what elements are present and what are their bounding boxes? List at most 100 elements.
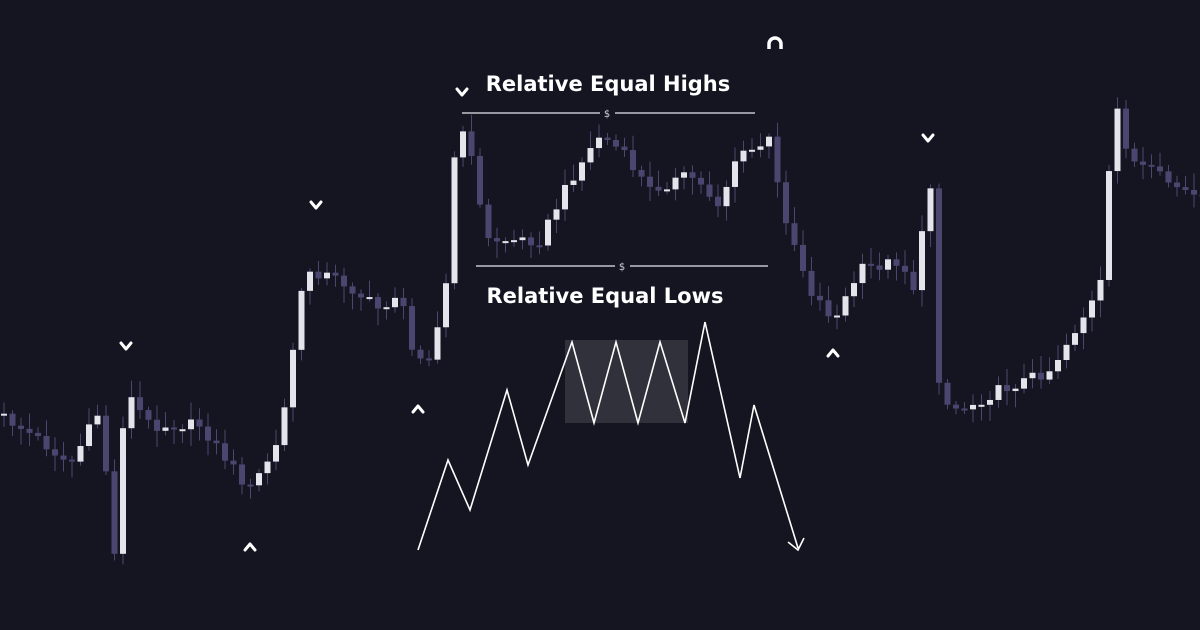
candle-body xyxy=(120,428,126,554)
candle-body xyxy=(43,436,50,450)
candle-body xyxy=(1157,166,1163,172)
candle-body xyxy=(528,237,534,246)
candle-body xyxy=(978,404,985,407)
candle-body xyxy=(477,155,483,205)
candle-body xyxy=(230,460,237,465)
candle-body xyxy=(1004,385,1010,392)
magnet-icon xyxy=(767,36,783,49)
candle-body xyxy=(494,238,500,242)
candle-body xyxy=(383,307,390,310)
swing-low-marker xyxy=(411,404,425,414)
candles xyxy=(1,97,1200,565)
candle-body xyxy=(681,172,687,178)
candle-body xyxy=(1174,182,1180,188)
candle-body xyxy=(553,209,560,220)
candle-body xyxy=(205,426,211,441)
candle-body xyxy=(715,196,721,207)
candle-body xyxy=(1182,187,1189,190)
candle-body xyxy=(1012,388,1019,392)
candle-body xyxy=(732,161,738,187)
candle-body xyxy=(579,162,585,181)
candle-body xyxy=(451,157,458,284)
candle-body xyxy=(851,283,857,297)
candle-body xyxy=(791,223,798,245)
candle-body xyxy=(273,445,279,462)
candle-body xyxy=(885,259,891,270)
candle-body xyxy=(562,184,568,210)
candle-body xyxy=(290,349,296,408)
candle-body xyxy=(171,427,177,430)
candle-body xyxy=(188,419,194,430)
candle-body xyxy=(783,182,789,224)
candle-body xyxy=(638,170,645,177)
candle-body xyxy=(970,404,976,410)
candle-body xyxy=(868,263,874,266)
candle-body xyxy=(341,275,347,287)
candle-body xyxy=(1123,108,1129,149)
highs-marker: $ xyxy=(604,109,610,120)
candle-body xyxy=(1029,372,1036,379)
candle-body xyxy=(426,358,432,361)
candle-body xyxy=(596,137,602,149)
candle-body xyxy=(604,137,611,140)
candle-body xyxy=(256,473,262,486)
candle-body xyxy=(18,425,24,429)
candle-body xyxy=(485,204,492,239)
candle-body xyxy=(910,271,917,291)
zigzag-path xyxy=(417,321,799,551)
candle-body xyxy=(77,446,84,462)
candle-body xyxy=(145,410,152,420)
candle-body xyxy=(1063,344,1070,360)
candle-body xyxy=(366,297,373,300)
candle-body xyxy=(587,148,594,163)
candle-body xyxy=(1046,371,1053,380)
candle-body xyxy=(1097,279,1104,301)
candle-body xyxy=(94,415,101,425)
candle-body xyxy=(196,419,203,427)
candle-body xyxy=(1148,164,1155,167)
candle-body xyxy=(60,455,67,460)
candle-body xyxy=(9,413,16,426)
candle-body xyxy=(511,240,517,243)
candle-body xyxy=(1089,300,1095,318)
candle-body xyxy=(69,459,75,462)
candle-body xyxy=(961,408,968,411)
candle-body xyxy=(324,272,330,279)
candle-body xyxy=(536,245,543,248)
candle-body xyxy=(757,146,764,150)
candle-body xyxy=(332,272,339,276)
candle-body xyxy=(936,188,942,383)
swing-high-marker xyxy=(455,87,469,97)
candle-body xyxy=(137,397,143,411)
candle-body xyxy=(766,136,772,147)
candle-body xyxy=(443,283,449,328)
candle-body xyxy=(409,306,415,350)
candle-body xyxy=(1191,189,1197,195)
candle-body xyxy=(502,241,509,244)
candle-body xyxy=(247,484,254,487)
candle-body xyxy=(52,449,58,456)
candle-body xyxy=(1,413,7,416)
lows-label: Relative Equal Lows xyxy=(487,284,724,308)
candle-body xyxy=(800,244,806,271)
candle-body xyxy=(86,424,92,447)
candle-body xyxy=(706,184,713,197)
candle-body xyxy=(876,265,883,270)
candle-body xyxy=(154,419,160,431)
candle-body xyxy=(468,131,475,156)
candle-body xyxy=(621,146,628,151)
swing-low-marker xyxy=(826,348,840,358)
candle-body xyxy=(825,300,832,317)
candle-body xyxy=(1114,108,1121,172)
candle-body xyxy=(1140,161,1146,165)
candle-body xyxy=(400,297,407,307)
candle-body xyxy=(1165,171,1172,183)
candle-body xyxy=(893,259,900,266)
candle-body xyxy=(774,136,781,183)
swing-low-marker xyxy=(243,542,257,552)
candle-body xyxy=(392,297,398,308)
candle-body xyxy=(358,293,364,298)
candle-body xyxy=(944,382,951,405)
